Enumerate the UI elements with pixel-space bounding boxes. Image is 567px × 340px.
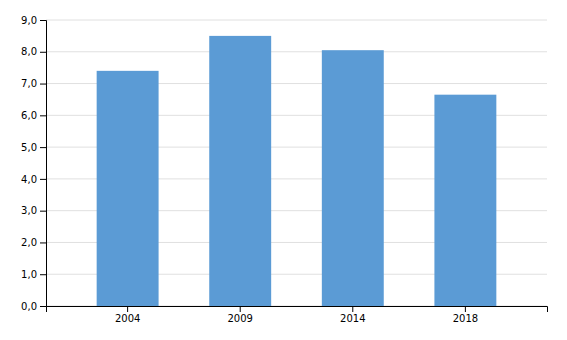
x-tick: 2009 [227, 306, 252, 324]
y-tick: 6,0 [21, 110, 46, 121]
y-tick: 4,0 [21, 174, 46, 185]
y-tick-mark [40, 274, 46, 275]
x-tick: 2014 [340, 306, 365, 324]
bar [322, 50, 384, 306]
y-tick-label: 4,0 [21, 174, 37, 185]
y-tick-mark [40, 211, 46, 212]
x-tick: 2018 [453, 306, 478, 324]
y-tick: 7,0 [21, 78, 46, 89]
plot: 0,01,02,03,04,05,06,07,08,09,02004200920… [21, 15, 547, 324]
y-tick-label: 7,0 [21, 78, 37, 89]
y-axis-line [40, 21, 47, 307]
y-tick: 0,0 [21, 301, 46, 312]
y-tick: 8,0 [21, 46, 46, 57]
y-tick-label: 2,0 [21, 237, 37, 248]
x-tick-label: 2009 [227, 313, 252, 324]
y-tick: 5,0 [21, 142, 46, 153]
y-tick: 1,0 [21, 269, 46, 280]
y-tick-mark [40, 306, 46, 307]
y-tick-mark [40, 147, 46, 148]
x-tick-label: 2018 [453, 313, 478, 324]
y-tick-label: 8,0 [21, 46, 37, 57]
y-tick-label: 9,0 [21, 15, 37, 26]
bar [97, 71, 159, 306]
y-tick-label: 5,0 [21, 142, 37, 153]
grid-line [46, 20, 547, 21]
x-tick-label: 2004 [115, 313, 140, 324]
y-tick-label: 0,0 [21, 301, 37, 312]
y-tick-mark [40, 179, 46, 180]
x-tick-mark [127, 306, 128, 312]
x-tick-mark [465, 306, 466, 312]
y-tick-label: 6,0 [21, 110, 37, 121]
bar [209, 36, 271, 306]
y-tick-mark [40, 242, 46, 243]
y-tick-mark [40, 115, 46, 116]
bars [97, 36, 497, 306]
chart-svg: 0,01,02,03,04,05,06,07,08,09,02004200920… [0, 0, 567, 340]
y-tick-label: 1,0 [21, 269, 37, 280]
bar [434, 95, 496, 306]
y-tick-mark [40, 52, 46, 53]
y-tick: 9,0 [21, 15, 46, 26]
y-axis: 0,0 1,0 2,0 3,0 4,0 5,0 6,0 7,0 8,0 9,0 [21, 15, 46, 312]
x-tick-label: 2014 [340, 313, 365, 324]
y-tick-mark [40, 20, 46, 21]
grid-line [46, 51, 547, 52]
chart-container: 0,01,02,03,04,05,06,07,08,09,02004200920… [0, 0, 567, 340]
y-tick: 2,0 [21, 237, 46, 248]
x-axis: 2004 2009 2014 2018 [47, 306, 548, 324]
y-tick-mark [40, 84, 46, 85]
x-tick: 2004 [115, 306, 140, 324]
y-tick: 3,0 [21, 205, 46, 216]
x-tick-mark [240, 306, 241, 312]
y-tick-label: 3,0 [21, 205, 37, 216]
x-axis-line [47, 307, 548, 313]
x-tick-mark [352, 306, 353, 312]
grid [46, 20, 547, 306]
